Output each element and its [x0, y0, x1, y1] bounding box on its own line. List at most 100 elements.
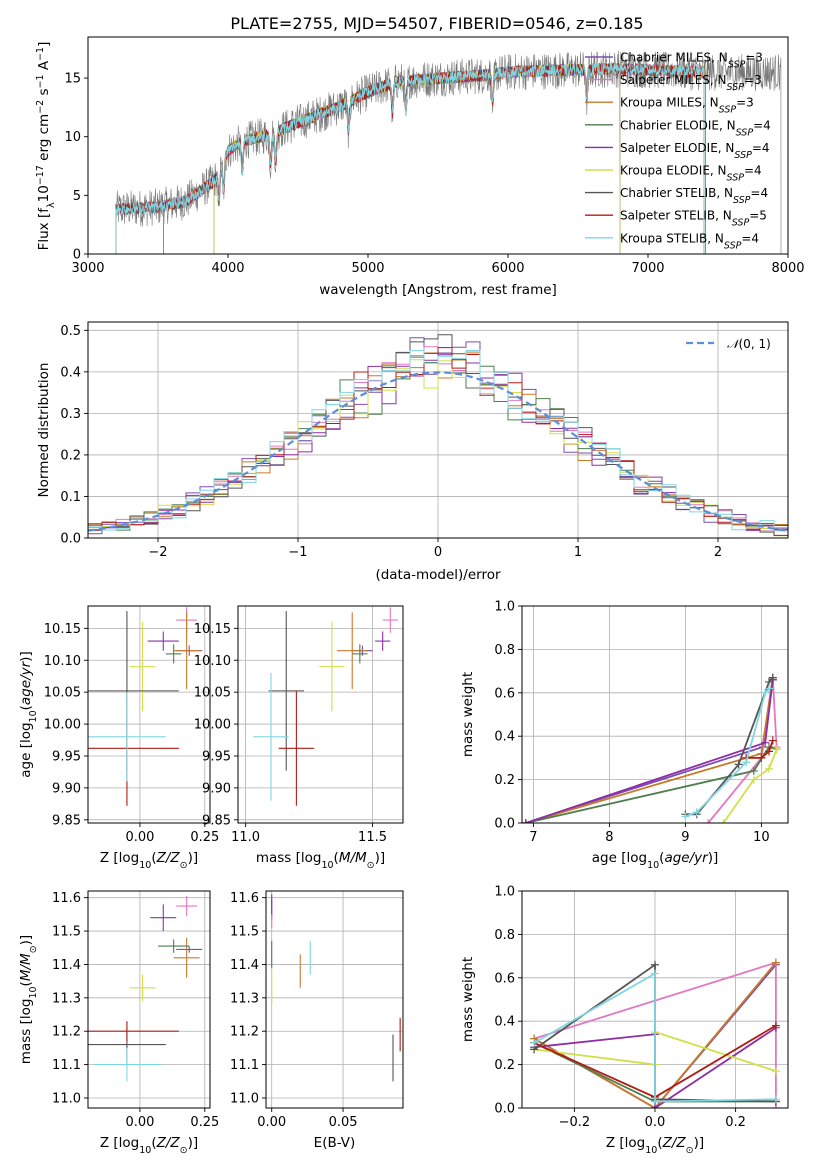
panel-age_vs_mass: 11.0 11.5 9.85 9.90 9.95 10.00 10.05 10.10 10.15…: [194, 605, 404, 871]
y-tick-label: 0.5: [60, 324, 81, 339]
weight-line-3: [525, 677, 774, 823]
y-tick-label: 11.6: [230, 891, 259, 906]
histogram-7: [88, 334, 788, 531]
y-tick-label: 11.6: [52, 891, 81, 906]
y-tick-label: 9.95: [202, 749, 231, 764]
weight-line-9: [685, 687, 770, 818]
figure-title: PLATE=2755, MJD=54507, FIBERID=0546, z=0…: [230, 14, 643, 33]
panel-age_vs_Z: 0.00 0.25 9.85 9.90 9.95 10.00 10.05 10.10 10.15…: [18, 605, 219, 871]
y-tick-label: 0.6: [494, 971, 515, 986]
y-tick-label: 11.4: [52, 958, 81, 973]
axes-frame: 3000 4000 5000 6000 7000 8000 0 5 10 15 wavelength…: [35, 36, 805, 298]
x-axis-label: (data-model)/error: [375, 567, 501, 583]
weight-marker: [742, 758, 751, 767]
plot-area: [530, 958, 780, 1108]
axes-frame: 0.00 0.25 9.85 9.90 9.95 10.00 10.05 10.10 10.15…: [18, 605, 219, 871]
errorbar-3: [337, 612, 368, 689]
y-tick-label: 0.2: [60, 448, 81, 463]
y-tick-label: 1.0: [494, 600, 515, 615]
axes-frame: 0.00 0.05 11.0 11.1 11.2 11.3 11.4 11.5 11.6 E(B-…: [230, 890, 404, 1151]
y-tick-label: 15: [64, 72, 81, 87]
y-tick-label: 9.90: [52, 781, 81, 796]
legend-label-6: Kroupa ELODIE, NSSP=4: [620, 164, 762, 184]
x-tick-label: 0.0: [645, 1115, 666, 1130]
weight-line-1: [525, 679, 774, 823]
weight-marker: [771, 958, 780, 967]
errorbar-8: [88, 1021, 179, 1042]
y-tick-label: 10.05: [44, 686, 81, 701]
weight-marker: [681, 812, 690, 821]
axes-border: [87, 890, 211, 1109]
y-tick-label: 1.0: [494, 885, 515, 900]
y-tick-label: 10.10: [194, 654, 231, 669]
errorbar-1: [176, 946, 203, 953]
x-tick-label: 7: [529, 830, 537, 845]
y-tick-label: 9.85: [52, 813, 81, 828]
histogram-2: [88, 346, 788, 532]
axes-border: [87, 36, 789, 255]
axes-frame: 0.00 0.25 11.0 11.1 11.2 11.3 11.4 11.5 11.6 Z [l…: [18, 890, 219, 1156]
weight-marker: [749, 775, 758, 784]
plot-area: [522, 673, 781, 823]
weight-marker: [651, 969, 659, 978]
model-spectrum-9: [115, 62, 705, 254]
plot-area: [253, 607, 398, 806]
x-tick-label: 7000: [631, 261, 664, 276]
plot-area: [271, 894, 401, 1082]
x-tick-label: 2: [714, 545, 722, 560]
y-tick-label: 10.15: [194, 622, 231, 637]
y-tick-label: 0.2: [494, 773, 515, 788]
legend-label-4: Chabrier ELODIE, NSSP=4: [620, 118, 771, 138]
errorbar-2: [382, 607, 398, 633]
legend-label-7: Chabrier STELIB, NSSP=4: [620, 186, 768, 206]
plot-area: [115, 50, 782, 254]
errorbar-4: [158, 939, 190, 953]
y-tick-label: 10.15: [44, 622, 81, 637]
x-tick-label: 6000: [491, 261, 524, 276]
weight-marker: [761, 738, 770, 747]
y-tick-label: 0.2: [494, 1058, 515, 1073]
y-tick-label: 9.85: [202, 813, 231, 828]
legend-label-3: Kroupa MILES, NSSP=3: [620, 96, 754, 116]
errorbar-9: [253, 673, 289, 801]
legend-label-2: Salpeter MILES, NSSP=3: [620, 73, 762, 93]
weight-marker: [749, 766, 758, 775]
y-tick-label: 11.5: [230, 925, 259, 940]
y-tick-label: 11.1: [230, 1058, 259, 1073]
panel-weight_vs_Z: −0.2 0.0 0.2 0.0 0.2 0.4 0.6 0.8 1.0 Z [log10(Z/Z…: [460, 885, 789, 1156]
weight-line-8: [746, 740, 774, 759]
x-tick-label: −1: [288, 545, 307, 560]
y-axis-label: age [log10(age/yr)]: [18, 651, 39, 777]
y-tick-label: 0.0: [494, 1102, 515, 1117]
x-tick-label: 1: [574, 545, 582, 560]
x-tick-label: 0: [434, 545, 442, 560]
errorbar-4: [352, 644, 368, 664]
axes-frame: −0.2 0.0 0.2 0.0 0.2 0.4 0.6 0.8 1.0 Z [log10(Z/Z…: [460, 885, 789, 1156]
x-axis-label: Z [log10(Z/Z⊙)]: [100, 1135, 198, 1156]
weight-line-7: [685, 677, 774, 816]
axes-frame: −2 −1 0 1 2 0.0 0.1 0.2 0.3 0.4 0.5 (data-model)/er…: [36, 321, 789, 583]
x-tick-label: 5000: [351, 261, 384, 276]
weight-marker: [651, 1097, 659, 1106]
y-tick-label: 11.4: [230, 958, 259, 973]
legend-label-8: Salpeter STELIB, NSSP=5: [620, 209, 767, 229]
weight-marker: [761, 688, 770, 697]
y-tick-label: 0.4: [60, 365, 81, 380]
panel-spectrum: 3000 4000 5000 6000 7000 8000 0 5 10 15 wavelength…: [35, 36, 805, 298]
legend-label-9: Kroupa STELIB, NSSP=4: [620, 231, 759, 251]
weight-marker: [768, 736, 777, 745]
errorbar-3: [173, 937, 200, 978]
errorbar-3: [173, 612, 200, 689]
x-tick-label: 0.00: [125, 830, 154, 845]
weight-marker: [765, 747, 773, 756]
y-tick-label: 11.2: [52, 1025, 81, 1040]
errorbar-4: [165, 644, 182, 664]
panel-mass_vs_ebv: 0.00 0.05 11.0 11.1 11.2 11.3 11.4 11.5 11.6 E(B-…: [230, 890, 404, 1151]
y-tick-label: 9.95: [52, 749, 81, 764]
x-axis-label: mass [log10(M/M⊙)]: [256, 850, 385, 871]
x-tick-label: −0.2: [559, 1115, 591, 1130]
y-axis-label: Flux [fλ10−17 erg cm−2 s−1 A−1]: [35, 42, 57, 251]
x-tick-label: 3000: [71, 261, 104, 276]
y-tick-label: 11.1: [52, 1058, 81, 1073]
